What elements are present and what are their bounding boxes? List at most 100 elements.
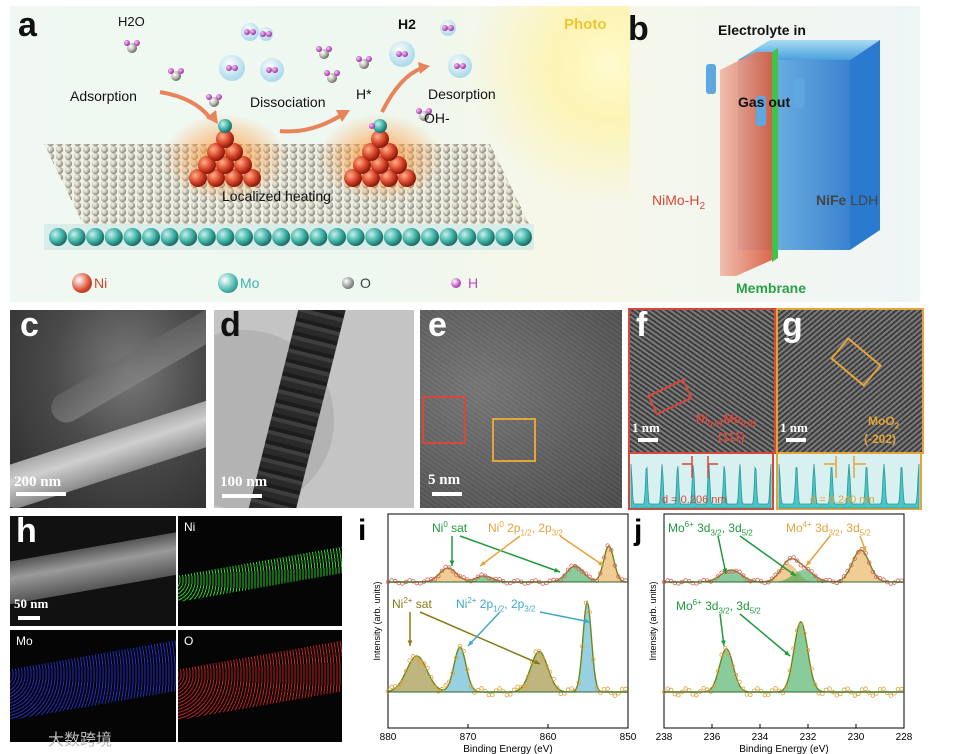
xps-data-point: [784, 560, 789, 565]
xps-data-point: [554, 685, 560, 690]
xtick-label: 230: [848, 732, 865, 743]
eds-map-ni: [178, 516, 342, 626]
xps-data-point: [490, 692, 495, 697]
panel-c-sem-image: [10, 310, 206, 508]
xps-data-point: [414, 656, 419, 661]
xtick-label: 228: [896, 732, 913, 743]
ni2-2p-label: Ni2+ 2p1/2, 2p3/2: [456, 596, 536, 614]
xps-data-point: [741, 686, 746, 692]
xps-data-point: [874, 574, 879, 579]
h2-label: H2: [398, 16, 416, 32]
xps-data-point: [385, 689, 391, 694]
mo6-bottom-label: Mo6+ 3d3/2, 3d5/2: [676, 598, 761, 616]
xps-data-point: [737, 569, 742, 575]
scale-bar-c: [16, 492, 66, 496]
xtick-label: 234: [752, 732, 769, 743]
annotation-arrow: [739, 535, 797, 577]
xps-data-point: [421, 661, 427, 666]
xps-data-point: [870, 693, 875, 698]
annotation-arrow: [539, 611, 591, 623]
xps-data-point: [500, 689, 506, 694]
xps-data-point: [845, 686, 850, 691]
xps-data-point: [526, 674, 531, 679]
panel-letter-d: d: [220, 306, 241, 344]
xps-data-point: [773, 572, 778, 577]
xps-data-point: [418, 659, 423, 664]
xps-data-point: [432, 684, 437, 690]
xps-data-point: [580, 569, 585, 574]
xps-data-point: [601, 555, 607, 560]
xps-data-point: [583, 571, 589, 576]
xps-data-point: [436, 689, 441, 694]
xps-data-point: [769, 576, 775, 581]
electrolyte-in-label: Electrolyte in: [718, 22, 806, 38]
xps-data-point: [605, 686, 610, 692]
xps-data-point: [472, 690, 477, 695]
xps-data-point: [576, 566, 581, 572]
xps-data-point: [798, 622, 803, 628]
xps-data-point: [676, 693, 681, 698]
xps-data-point: [580, 644, 585, 649]
annotation-arrow: [559, 535, 605, 567]
xps-data-point: [594, 578, 599, 583]
xps-data-point: [791, 646, 796, 651]
xps-data-point: [446, 565, 452, 570]
legend-o-swatch: [342, 277, 354, 289]
xps-data-point: [741, 573, 746, 578]
xps-data-point: [798, 562, 803, 568]
annotation-arrow: [739, 613, 791, 657]
panel-g-line-profile: [776, 452, 922, 510]
xps-data-point: [892, 580, 897, 585]
panel-letter-e: e: [428, 306, 447, 344]
xps-data-point: [712, 683, 717, 689]
panel-e-hrtem-image: [420, 310, 622, 508]
xps-data-point: [877, 576, 883, 581]
legend-h-label: H: [468, 275, 479, 291]
localized-heating-label: Localized heating: [222, 188, 331, 204]
xps-data-point: [834, 693, 839, 698]
xps-peak-fill: [388, 566, 628, 582]
xps-peak-fill: [388, 568, 628, 582]
xps-data-point: [583, 600, 589, 606]
xps-data-point: [870, 569, 875, 575]
oh-label: OH-: [424, 110, 450, 126]
panel-letter-a: a: [18, 6, 37, 44]
xps-data-point: [576, 680, 581, 686]
xps-data-point: [410, 654, 416, 659]
xps-data-point: [777, 569, 782, 574]
xtick-label: 880: [380, 732, 397, 743]
xps-peak-fill: [664, 564, 904, 582]
hstar-label: H*: [356, 86, 372, 102]
xps-data-point: [544, 580, 549, 586]
f-phase-label: Ni0.91Mo0.09: [696, 412, 757, 429]
y-axis-label: Intensity (arb. units): [648, 581, 658, 660]
scale-label-d: 100 nm: [220, 474, 268, 490]
gas-out-label: Gas out: [738, 94, 791, 110]
xps-data-point: [450, 670, 455, 676]
annotation-arrow: [419, 611, 541, 665]
xps-data-point: [795, 628, 800, 633]
xps-charts: 880 870 860 850 Binding Energy (eV) Intensity…: [358, 513, 913, 754]
xps-data-point: [777, 688, 782, 694]
xps-data-point: [454, 572, 459, 577]
xtick-label: 238: [656, 732, 673, 743]
xps-data-point: [813, 573, 818, 578]
xps-data-point: [526, 580, 531, 586]
xps-data-point: [508, 580, 513, 586]
xps-data-point: [587, 609, 592, 615]
adsorption-label: Adsorption: [70, 88, 137, 104]
xps-data-point: [612, 563, 617, 568]
annotation-arrow: [467, 611, 501, 647]
xps-data-point: [432, 576, 437, 582]
xps-peak-fill: [664, 648, 904, 692]
panel-b-electrolyzer: [706, 40, 880, 276]
xps-data-point: [486, 576, 491, 581]
xps-data-point: [497, 686, 502, 691]
panel-letter-b: b: [628, 10, 649, 48]
xps-data-point: [899, 686, 904, 692]
xps-data-point: [856, 549, 861, 555]
xps-data-point: [400, 679, 405, 685]
xps-data-point: [766, 692, 771, 697]
xps-data-point: [669, 578, 674, 584]
watermark: 大数跨境: [48, 732, 113, 749]
